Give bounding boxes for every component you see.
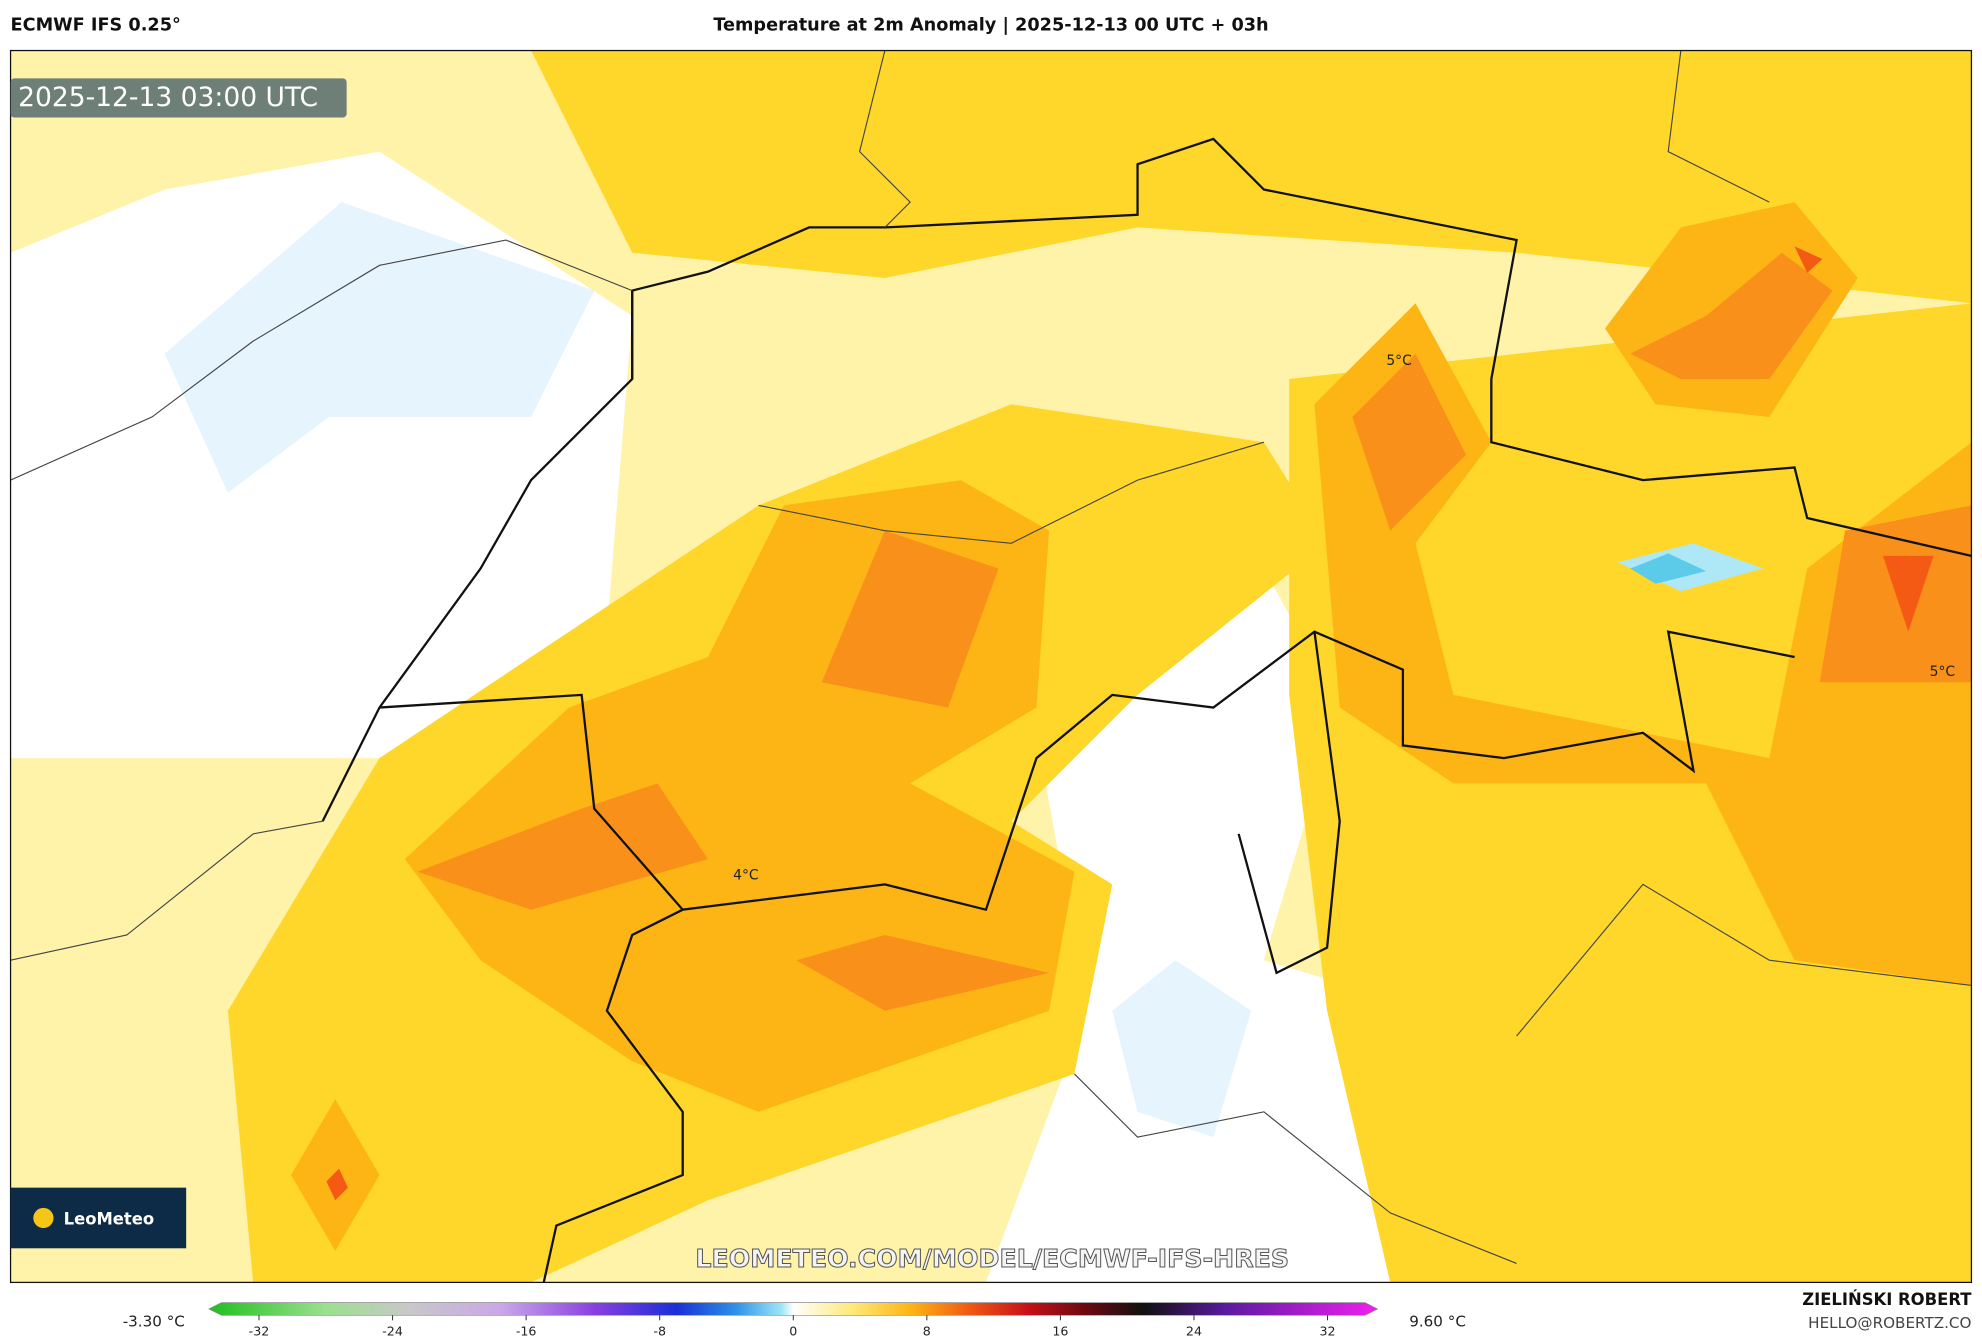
- author: ZIELIŃSKI ROBERT: [1802, 1290, 1972, 1309]
- logo-text: LeoMeteo: [64, 1209, 155, 1228]
- watermark: LEOMETEO.COM/MODEL/ECMWF-IFS-HRES: [695, 1244, 1289, 1273]
- colorbar-tick-label: -24: [382, 1323, 403, 1338]
- contour-label: 4°C: [733, 867, 758, 883]
- colorbar-tick-label: 32: [1319, 1323, 1335, 1338]
- colorbar-tick-label: 24: [1186, 1323, 1202, 1338]
- min-label: -3.30 °C: [123, 1313, 185, 1331]
- colorbar-tick-label: 8: [923, 1323, 931, 1338]
- chart-title: Temperature at 2m Anomaly | 2025-12-13 0…: [713, 15, 1268, 35]
- contour-label: 5°C: [1386, 353, 1411, 369]
- colorbar: -32 -24 -16 -8 0 8 16 24 32: [208, 1302, 1379, 1338]
- contour-label: 5°C: [1930, 664, 1955, 680]
- colorbar-tick-label: -8: [653, 1323, 666, 1338]
- timestamp: 2025-12-13 03:00 UTC: [18, 82, 318, 113]
- model-name: ECMWF IFS 0.25°: [11, 15, 181, 35]
- colorbar-tick-label: -32: [249, 1323, 270, 1338]
- email: HELLO@ROBERTZ.CO: [1808, 1314, 1971, 1332]
- map: [10, 50, 1972, 1283]
- colorbar-tick-label: 16: [1052, 1323, 1068, 1338]
- max-label: 9.60 °C: [1409, 1313, 1466, 1331]
- colorbar-tick-label: 0: [789, 1323, 797, 1338]
- map-frame: [9, 49, 1973, 1284]
- colorbar-tick-label: -16: [516, 1323, 537, 1338]
- logo-sun: [33, 1207, 54, 1229]
- colorbar-bar: [208, 1302, 1379, 1316]
- timestamp-box: [10, 78, 347, 118]
